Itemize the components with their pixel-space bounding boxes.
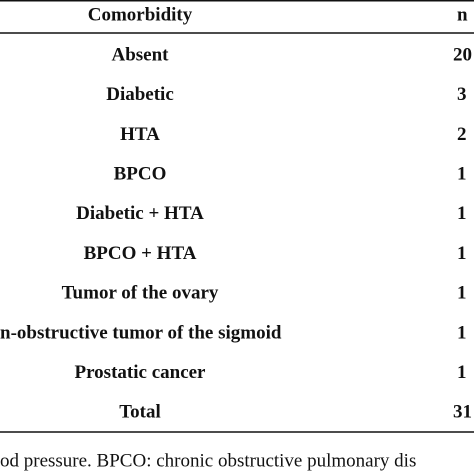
- row-label: Prostatic cancer: [74, 362, 206, 383]
- row-count: 3: [457, 84, 467, 105]
- row-label: Total: [119, 402, 161, 423]
- row-count: 2: [457, 124, 467, 145]
- row-count: 1: [457, 203, 467, 224]
- row-label: HTA: [120, 124, 160, 145]
- header-cell: n: [457, 4, 468, 25]
- row-count: 1: [457, 163, 467, 184]
- footnote: od pressure. BPCO: chronic obstructive p…: [0, 450, 416, 471]
- row-count: 1: [457, 243, 467, 264]
- table-body: Absent 20 Diabetic 3 HTA 2 BPCO 1 Diabetic + HTA…: [0, 44, 472, 422]
- row-count: 20: [453, 44, 472, 65]
- row-label: BPCO: [114, 163, 167, 184]
- row-count: 1: [457, 283, 467, 304]
- row-label: Diabetic + HTA: [76, 203, 204, 224]
- row-label: Diabetic: [106, 84, 174, 105]
- row-label: n-obstructive tumor of the sigmoid: [0, 322, 282, 343]
- row-count: 1: [457, 322, 467, 343]
- row-label: BPCO + HTA: [84, 243, 197, 264]
- row-count: 1: [457, 362, 467, 383]
- row-count: 31: [453, 402, 472, 423]
- row-label: Absent: [111, 44, 169, 65]
- header-cell: Comorbidity: [88, 4, 193, 25]
- row-label: Tumor of the ovary: [62, 283, 219, 304]
